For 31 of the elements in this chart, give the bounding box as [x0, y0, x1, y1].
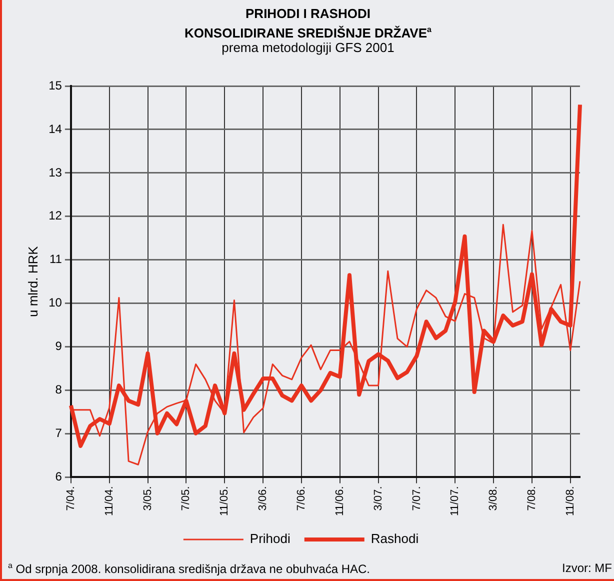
- x-tick-label: 3/06.: [257, 486, 270, 511]
- legend-label: Rashodi: [370, 531, 419, 546]
- x-tick-label: 3/08.: [488, 486, 500, 511]
- x-tick-label: 7/04.: [64, 486, 77, 511]
- y-tick-label: 14: [48, 122, 62, 136]
- y-tick-label: 8: [55, 382, 62, 397]
- x-tick-label: 11/07.: [449, 486, 462, 516]
- x-tick-label: 7/06.: [295, 486, 308, 511]
- x-tick-label: 11/06.: [334, 486, 346, 516]
- y-tick-label: 6: [55, 470, 62, 484]
- y-tick-label: 7: [55, 426, 62, 440]
- y-tick-label: 15: [48, 78, 62, 92]
- x-tick-label: 3/05.: [142, 486, 154, 511]
- x-tick-label: 3/07.: [372, 486, 384, 511]
- chart-subtitle: prema metodologiji GFS 2001: [220, 40, 396, 55]
- y-tick-label: 11: [49, 252, 62, 266]
- y-tick-label: 10: [48, 296, 62, 310]
- y-axis-title: u mlrd. HRK: [25, 246, 40, 318]
- y-tick-label: 12: [48, 208, 62, 223]
- text: $^{a}$ Od srpnja 2008. konsolidirana središnja država ne obuhvaća HAC.: [8, 561, 370, 576]
- x-tick-label: 7/08.: [526, 486, 538, 511]
- y-tick-label: 13: [48, 165, 62, 180]
- x-tick-label: 7/07.: [410, 486, 423, 511]
- x-tick-label: 11/04.: [103, 486, 116, 516]
- x-tick-label: 7/05.: [180, 486, 192, 511]
- y-tick-label: 9: [55, 339, 62, 354]
- x-tick-label: 11/08.: [564, 486, 576, 516]
- text: Izvor: MF: [562, 561, 612, 575]
- legend-label: Prihodi: [250, 531, 290, 546]
- chart-title: PRIHODI I RASHODI KONSOLIDIRANE SREDIŠNJE DRŽAVE$^{a}$: [184, 6, 432, 42]
- x-tick-label: 11/05.: [218, 486, 231, 516]
